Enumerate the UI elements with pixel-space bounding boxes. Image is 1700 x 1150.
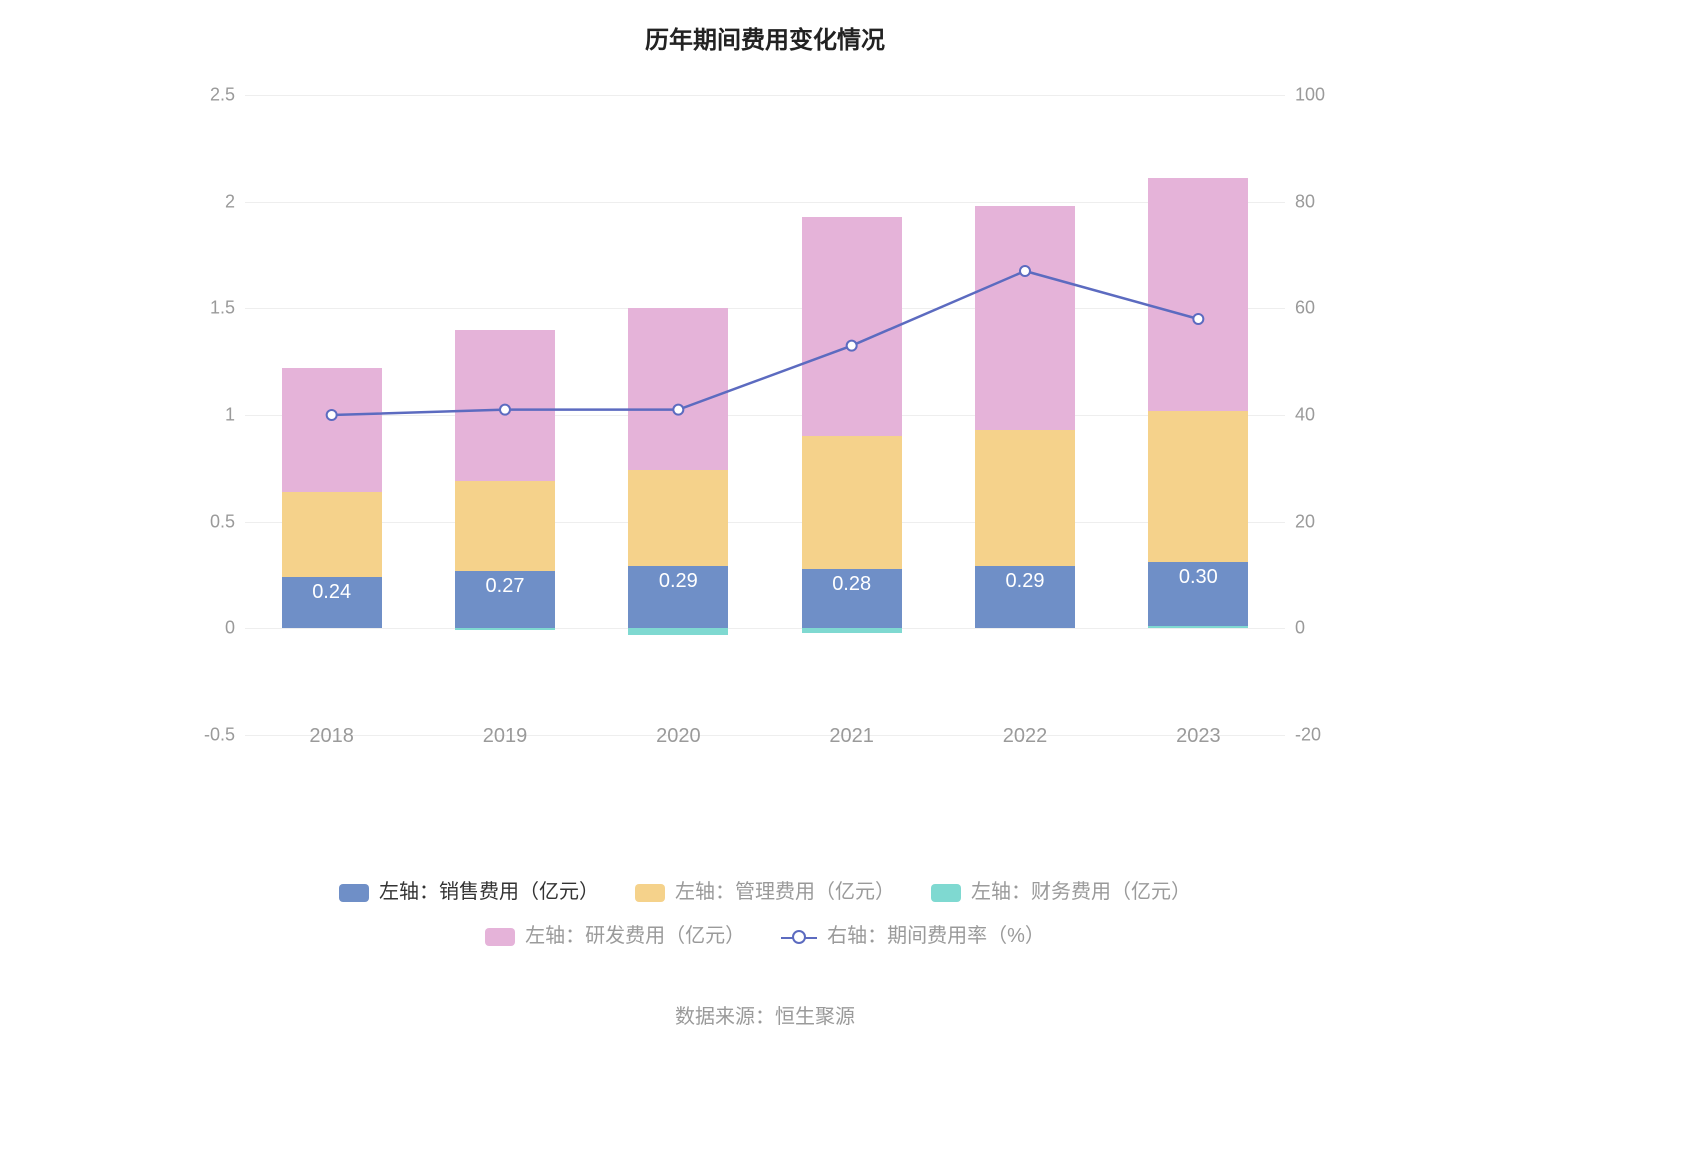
bar-segment-rd: [802, 217, 902, 437]
bar-segment-admin: [628, 470, 728, 566]
y-left-tick-label: 0: [225, 618, 235, 639]
y-right-tick-label: 60: [1295, 298, 1315, 319]
y-right-tick-label: 40: [1295, 405, 1315, 426]
legend-swatch: [339, 884, 369, 902]
legend-item-rate[interactable]: 右轴：期间费用率（%）: [781, 914, 1045, 958]
bar-segment-rd: [455, 330, 555, 481]
chart-container: 历年期间费用变化情况 -0.500.511.522.5 -20020406080…: [165, 20, 1365, 735]
y-right-tick-label: -20: [1295, 725, 1321, 746]
legend-label: 左轴：研发费用（亿元）: [525, 925, 745, 947]
bar-group[interactable]: 0.24: [282, 95, 382, 735]
legend-item-sales[interactable]: 左轴：销售费用（亿元）: [339, 870, 599, 914]
bar-segment-admin: [455, 481, 555, 571]
x-tick-label: 2022: [1003, 725, 1048, 748]
y-axis-right: -20020406080100: [1295, 95, 1355, 735]
y-left-tick-label: -0.5: [204, 725, 235, 746]
legend-swatch: [635, 884, 665, 902]
legend-label: 左轴：财务费用（亿元）: [971, 881, 1191, 903]
legend: 左轴：销售费用（亿元） 左轴：管理费用（亿元） 左轴：财务费用（亿元） 左轴：研发费用…: [165, 870, 1365, 958]
bar-segment-rd: [1148, 178, 1248, 411]
legend-item-admin[interactable]: 左轴：管理费用（亿元）: [635, 870, 895, 914]
bars-layer: 0.24 0.27 0.29 0.28 0.29 0.30: [245, 95, 1285, 735]
bar-segment-admin: [802, 436, 902, 568]
bar-segment-admin: [975, 430, 1075, 567]
y-right-tick-label: 0: [1295, 618, 1305, 639]
bar-group[interactable]: 0.30: [1148, 95, 1248, 735]
legend-swatch: [931, 884, 961, 902]
y-right-tick-label: 20: [1295, 511, 1315, 532]
bar-value-label: 0.27: [455, 575, 555, 729]
bar-segment-rd: [975, 206, 1075, 430]
y-left-tick-label: 1: [225, 405, 235, 426]
legend-swatch: [485, 928, 515, 946]
legend-item-finance[interactable]: 左轴：财务费用（亿元）: [931, 870, 1191, 914]
plot-area: -0.500.511.522.5 -20020406080100 0.240.2…: [245, 95, 1285, 735]
legend-label: 左轴：销售费用（亿元）: [379, 881, 599, 903]
legend-label: 右轴：期间费用率（%）: [827, 925, 1045, 947]
x-tick-label: 2018: [309, 725, 354, 748]
bar-segment-admin: [282, 492, 382, 577]
y-left-tick-label: 1.5: [210, 298, 235, 319]
bar-value-label: 0.30: [1148, 566, 1248, 729]
bar-group[interactable]: 0.27: [455, 95, 555, 735]
x-tick-label: 2021: [829, 725, 874, 748]
y-left-tick-label: 2: [225, 191, 235, 212]
bar-value-label: 0.24: [282, 581, 382, 729]
legend-line-swatch: [781, 928, 817, 946]
bar-segment-rd: [282, 368, 382, 492]
bar-segment-admin: [1148, 411, 1248, 562]
y-left-tick-label: 2.5: [210, 85, 235, 106]
legend-label: 左轴：管理费用（亿元）: [675, 881, 895, 903]
bar-value-label: 0.29: [628, 570, 728, 729]
data-source-name: 恒生聚源: [775, 1006, 855, 1028]
y-axis-left: -0.500.511.522.5: [185, 95, 235, 735]
x-tick-label: 2020: [656, 725, 701, 748]
data-source: 数据来源：恒生聚源: [165, 1000, 1365, 1029]
x-tick-label: 2023: [1176, 725, 1221, 748]
data-source-prefix: 数据来源：: [675, 1006, 775, 1028]
grid-line: [245, 735, 1285, 736]
y-right-tick-label: 100: [1295, 85, 1325, 106]
chart-title: 历年期间费用变化情况: [165, 20, 1365, 55]
bar-value-label: 0.29: [975, 570, 1075, 729]
legend-item-rd[interactable]: 左轴：研发费用（亿元）: [485, 914, 745, 958]
bar-value-label: 0.28: [802, 573, 902, 729]
bar-group[interactable]: 0.28: [802, 95, 902, 735]
bar-segment-rd: [628, 308, 728, 470]
bar-group[interactable]: 0.29: [628, 95, 728, 735]
bar-group[interactable]: 0.29: [975, 95, 1075, 735]
y-left-tick-label: 0.5: [210, 511, 235, 532]
x-tick-label: 2019: [483, 725, 528, 748]
y-right-tick-label: 80: [1295, 191, 1315, 212]
